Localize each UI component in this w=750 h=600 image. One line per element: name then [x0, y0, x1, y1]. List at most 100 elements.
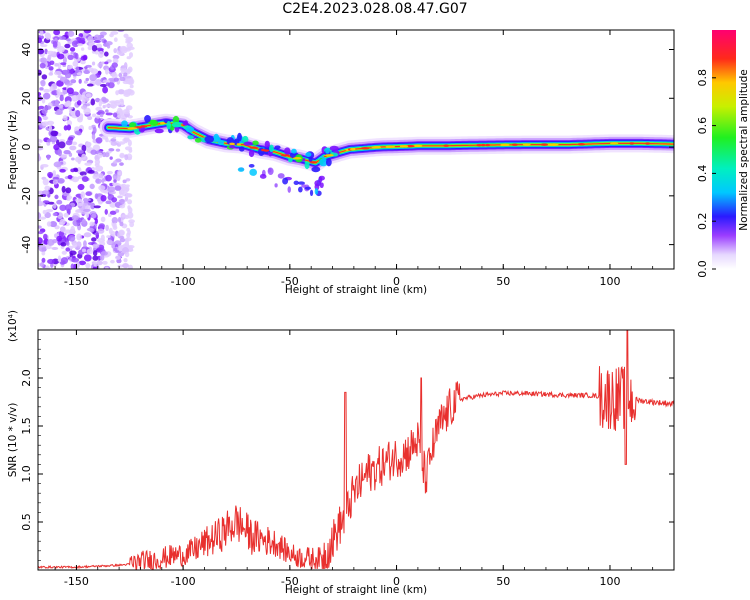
noise-speckle: [72, 72, 78, 77]
noise-speckle: [118, 141, 126, 145]
noise-speckle: [126, 227, 131, 232]
snr-x-tick-label: 0: [393, 575, 400, 588]
noise-speckle: [100, 234, 105, 241]
noise-speckle: [105, 68, 109, 75]
noise-speckle: [127, 139, 132, 147]
noise-speckle: [57, 149, 63, 157]
noise-speckle: [38, 262, 41, 267]
noise-speckle: [38, 106, 42, 110]
noise-speckle: [77, 183, 85, 191]
ridge-blob: [291, 148, 297, 154]
noise-speckle: [53, 161, 62, 168]
noise-speckle: [113, 77, 119, 82]
noise-speckle: [115, 255, 121, 260]
noise-speckle: [85, 211, 90, 219]
noise-speckle: [52, 203, 57, 209]
noise-speckle: [112, 58, 119, 64]
noise-speckle: [78, 260, 87, 266]
noise-speckle: [41, 108, 48, 115]
ridge-hotspot: [292, 157, 302, 160]
noise-speckle: [44, 265, 50, 269]
noise-speckle: [71, 40, 80, 48]
ridge-blob: [121, 120, 128, 127]
noise-speckle: [109, 210, 117, 215]
ridge-blob: [325, 148, 330, 154]
ridge-blob: [185, 126, 195, 133]
noise-speckle: [81, 176, 89, 182]
noise-speckle: [64, 204, 72, 212]
noise-speckle: [50, 130, 59, 137]
noise-speckle: [71, 94, 78, 102]
noise-speckle: [125, 80, 134, 85]
noise-speckle: [105, 109, 109, 113]
noise-speckle: [76, 149, 84, 154]
noise-speckle: [105, 82, 110, 87]
ridge-blob: [194, 137, 202, 143]
noise-speckle: [48, 66, 54, 71]
snr-x-tick-label: -100: [171, 575, 196, 588]
ridge-hotspot: [629, 142, 635, 145]
ridge-trail-blob: [304, 186, 312, 190]
noise-speckle: [38, 200, 44, 207]
ridge-blob: [304, 161, 310, 170]
noise-speckle: [52, 41, 58, 48]
spectral-ridge: [99, 113, 674, 197]
colorbar-tick-label: 0.6: [696, 117, 709, 135]
noise-speckle: [61, 185, 66, 193]
noise-speckle: [66, 120, 73, 126]
noise-speckle: [98, 223, 105, 229]
spectrogram-x-tick-label: 100: [599, 275, 620, 288]
noise-speckle: [76, 233, 82, 241]
noise-speckle: [38, 69, 42, 76]
noise-speckle: [129, 221, 135, 228]
noise-speckle: [104, 61, 109, 65]
noise-speckle: [102, 260, 108, 265]
ridge-trail-blob: [318, 176, 323, 183]
noise-speckle: [47, 238, 55, 246]
noise-speckle: [53, 30, 61, 36]
snr-x-ticks: -150 -100 -50 0 50 100: [54, 330, 675, 588]
noise-speckle: [105, 224, 109, 232]
noise-speckle: [81, 144, 87, 152]
ridge-trail-blob: [314, 188, 319, 195]
noise-speckle: [79, 96, 85, 100]
noise-speckle: [119, 162, 124, 166]
snr-frame: [37, 329, 675, 571]
noise-speckle: [124, 146, 133, 151]
noise-speckle: [94, 116, 101, 124]
ridge-hotspot: [263, 149, 270, 152]
ridge-hotspot: [127, 127, 138, 130]
noise-speckle: [117, 89, 125, 95]
ridge-hotspot: [500, 143, 510, 147]
noise-speckle: [44, 105, 52, 110]
spectrogram-panel: -150 -100 -50 0 50 100 -40 -20 0 20 40 Height of …: [7, 29, 675, 296]
noise-speckle: [83, 232, 92, 238]
ridge-blob: [308, 156, 313, 162]
noise-speckle: [124, 240, 129, 247]
noise-speckle: [118, 245, 123, 252]
noise-speckle: [59, 168, 66, 173]
ridge-trail-blob: [298, 186, 303, 193]
snr-panel: -150 -100 -50 0 50 100 0.5 1.0 1.5 2.0 Height of…: [7, 310, 675, 596]
noise-speckle: [91, 44, 98, 52]
snr-x-tick-label: 100: [599, 575, 620, 588]
ridge-hotspot: [522, 143, 531, 146]
noise-speckle: [64, 43, 71, 49]
ridge-hotspot: [412, 144, 423, 148]
noise-speckle: [58, 141, 66, 149]
noise-speckle: [117, 195, 123, 199]
noise-speckle: [79, 37, 85, 42]
noise-speckle: [96, 260, 103, 266]
ridge-hotspot: [160, 122, 165, 125]
noise-speckle: [59, 218, 66, 226]
noise-speckle: [53, 71, 62, 76]
spectrogram-x-tick-label: -50: [281, 275, 299, 288]
spectrogram-y-tick-label: -20: [20, 187, 33, 205]
noise-speckle: [117, 107, 123, 114]
noise-speckle: [93, 261, 97, 267]
ridge-blob: [183, 120, 189, 126]
noise-speckle: [58, 230, 64, 238]
noise-speckle: [124, 154, 129, 161]
noise-speckle: [123, 136, 130, 142]
colorbar-label: Normalized spectral amplitude: [738, 69, 750, 230]
